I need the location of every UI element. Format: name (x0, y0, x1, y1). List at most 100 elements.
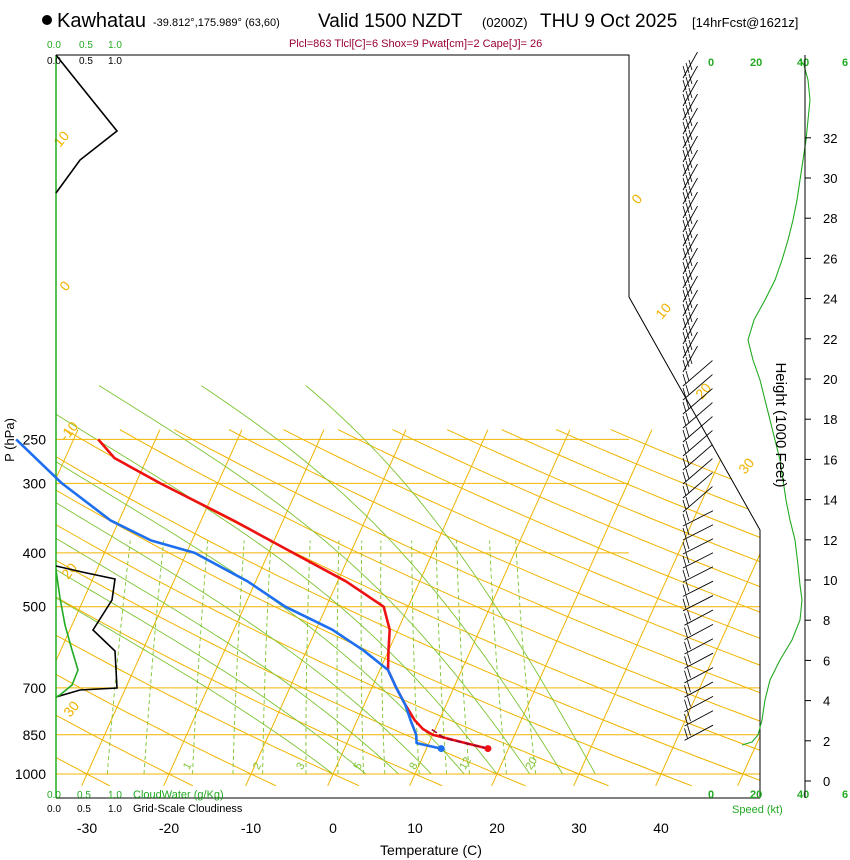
wind-barb (684, 681, 714, 698)
dry-adiabat-20 (56, 429, 526, 787)
wind-barb-staff (682, 444, 713, 471)
mixing-ratio-lines (106, 540, 537, 775)
wind-barb-feather (688, 353, 693, 365)
wind-barb (682, 360, 713, 387)
wind-barb-staff (684, 681, 714, 698)
wind-barb-staff (684, 638, 714, 655)
wind-barb-feather (682, 527, 687, 539)
wind-barb (682, 121, 698, 149)
height-label-20: 20 (823, 372, 837, 387)
moist-adiabat-24 (98, 385, 531, 775)
dry-adiabat-90 (228, 429, 760, 787)
temp-label-20: 20 (489, 820, 505, 836)
wind-barb-feather (685, 104, 690, 116)
wind-barb-feather (687, 638, 691, 650)
pressure-label-250: 250 (23, 431, 47, 447)
wind-barb-feather (682, 485, 687, 497)
wind-barb-feather (685, 510, 690, 522)
dry-adiabat-30 (56, 429, 609, 787)
wind-barb-feather (687, 682, 691, 693)
wind-barb (682, 345, 698, 373)
mixing-ratio-12 (456, 540, 470, 775)
mixing-ratio-0.6 (143, 540, 165, 775)
isotherm--10 (245, 429, 407, 786)
moist-adiabat-0 (56, 385, 334, 775)
wind-barb (684, 623, 714, 640)
height-label-10: 10 (823, 573, 837, 588)
temp-label-10: 10 (407, 820, 423, 836)
wind-barb-staff (682, 566, 714, 583)
moist-adiabat-32 (305, 385, 596, 775)
station-dot-icon (42, 15, 52, 25)
height-label-0: 0 (823, 774, 830, 789)
wind-barb (682, 510, 714, 527)
wind-barb-feather (682, 317, 687, 329)
isotherm-0 (327, 429, 489, 786)
mixing-ratio-1.5 (232, 540, 245, 775)
wind-barb-staff (682, 472, 713, 499)
moist-adiabat-20 (56, 385, 498, 775)
wind-barb-feather (688, 339, 693, 351)
wind-barb-feather (684, 685, 688, 696)
wind-barb-staff (682, 595, 714, 612)
dry-adiabat-100 (283, 429, 760, 787)
wind-barb-feather (685, 62, 690, 74)
wind-barb-feather (685, 146, 690, 158)
wind-barb-feather (682, 177, 687, 189)
cloudiness-profile-upper (55, 54, 119, 194)
wind-barb-feather (682, 373, 687, 385)
wind-barb-feather (682, 359, 687, 371)
adiabat-label-2: -10 (56, 418, 81, 444)
mixing-ratio-6 (380, 540, 386, 775)
wind-barb-feather (682, 65, 687, 77)
wind-barb-feather (688, 115, 693, 127)
wind-barb (682, 51, 698, 79)
dry-adiabat-120 (392, 429, 760, 787)
wind-barb-feather (685, 384, 690, 396)
pressure-label-500: 500 (23, 599, 47, 615)
isotherm-40 (655, 429, 760, 786)
isotherm--20 (163, 429, 325, 786)
temperature-axis: Temperature (C) -30 -20 -10 0 10 20 30 40 (77, 820, 669, 858)
wind-barb (682, 595, 714, 612)
wind-barb (682, 331, 698, 359)
wind-barb-feather (685, 216, 690, 228)
wind-barb-feather (682, 79, 687, 91)
mixing-ratio-0.4 (106, 540, 131, 775)
wind-barb-feather (688, 185, 693, 197)
wind-barb-feather (688, 101, 693, 113)
wind-barb (682, 79, 698, 107)
wind-barb (682, 163, 698, 191)
wind-barb (682, 261, 698, 289)
speed-top-tick-2: 40 (797, 57, 809, 69)
wind-barb-feather (685, 496, 690, 508)
wind-barb-feather (685, 552, 690, 564)
temp-label--20: -20 (159, 820, 179, 836)
wind-barb-staff (682, 552, 714, 569)
wind-barb-feather (688, 311, 693, 323)
wind-barb-feather (684, 656, 688, 667)
wind-barb-staff (682, 458, 713, 485)
wind-barb (682, 107, 698, 135)
dry-adiabat-70 (119, 429, 760, 787)
wind-barb (682, 275, 698, 303)
plot-frame (56, 54, 761, 798)
temperature-line (97, 438, 489, 750)
cloudwater-label: CloudWater (g/Kg) (133, 789, 224, 801)
header: Kawhatau -39.812°,175.989° (63,60) Valid… (42, 10, 798, 50)
mixing-ratio-labels: 1 2 3 5 8 12 20 (181, 755, 540, 772)
cloudwater-bottom-tick-1: 0.5 (77, 790, 91, 801)
height-axis-label: Height (1000 Feet) (772, 362, 789, 487)
temp-label-40: 40 (653, 820, 669, 836)
cloudiness-bottom-tick-0: 0.0 (47, 804, 61, 815)
wind-barb (682, 374, 713, 401)
wind-barb-feather (685, 581, 690, 592)
wind-barb-feather (687, 725, 691, 736)
wind-barb-staff (684, 724, 714, 741)
cloud-water-profile (55, 569, 79, 698)
wind-barb (682, 552, 714, 569)
moist-adiabat-28 (200, 385, 563, 775)
isotherm--40 (56, 429, 161, 786)
pressure-label-300: 300 (23, 475, 47, 491)
